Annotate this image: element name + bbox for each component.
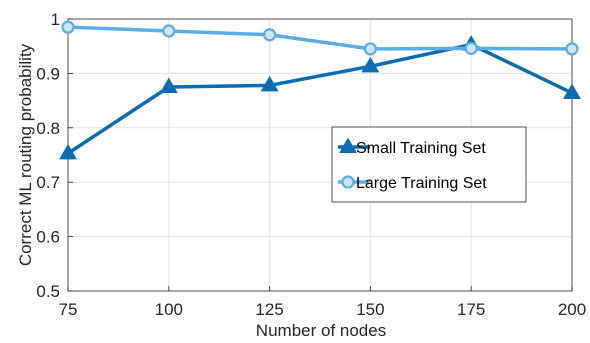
legend-label: Small Training Set [356, 140, 486, 157]
y-tick-label: 0.6 [36, 228, 60, 247]
data-point [162, 24, 176, 38]
legend-label: Large Training Set [356, 175, 487, 192]
data-point [61, 20, 75, 34]
x-tick-label: 100 [155, 300, 183, 319]
legend: Small Training Set Large Training Set [331, 126, 527, 203]
y-tick-label: 0.5 [36, 282, 60, 301]
y-axis-ticks: 0.5 0.6 0.7 0.8 0.9 1 [36, 10, 73, 301]
y-tick-label: 0.7 [36, 173, 60, 192]
data-point [59, 143, 77, 160]
data-point [159, 77, 178, 94]
series-2 [61, 20, 579, 56]
x-axis-ticks: 75 100 125 150 175 200 [59, 286, 586, 319]
series-layer [59, 20, 581, 160]
y-axis-label: Correct ML routing probability [16, 43, 35, 266]
legend-marker [341, 175, 355, 189]
series-line [67, 25, 573, 51]
y-tick-label: 0.9 [36, 64, 60, 83]
x-tick-label: 150 [356, 300, 384, 319]
x-tick-label: 175 [457, 300, 485, 319]
data-point [565, 42, 579, 56]
series-1 [59, 35, 581, 160]
series-line [67, 42, 573, 155]
x-tick-label: 75 [59, 300, 78, 319]
legend-marker [339, 137, 357, 154]
y-tick-label: 0.8 [36, 119, 60, 138]
x-tick-label: 200 [558, 300, 586, 319]
x-tick-label: 125 [255, 300, 283, 319]
legend-box [331, 126, 527, 203]
data-point [263, 28, 277, 42]
data-point [464, 41, 478, 55]
data-point [363, 42, 377, 56]
data-point [260, 75, 279, 92]
y-tick-label: 1 [51, 10, 60, 29]
data-point [563, 83, 581, 100]
data-point [361, 56, 380, 73]
x-axis-label: Number of nodes [256, 321, 386, 340]
